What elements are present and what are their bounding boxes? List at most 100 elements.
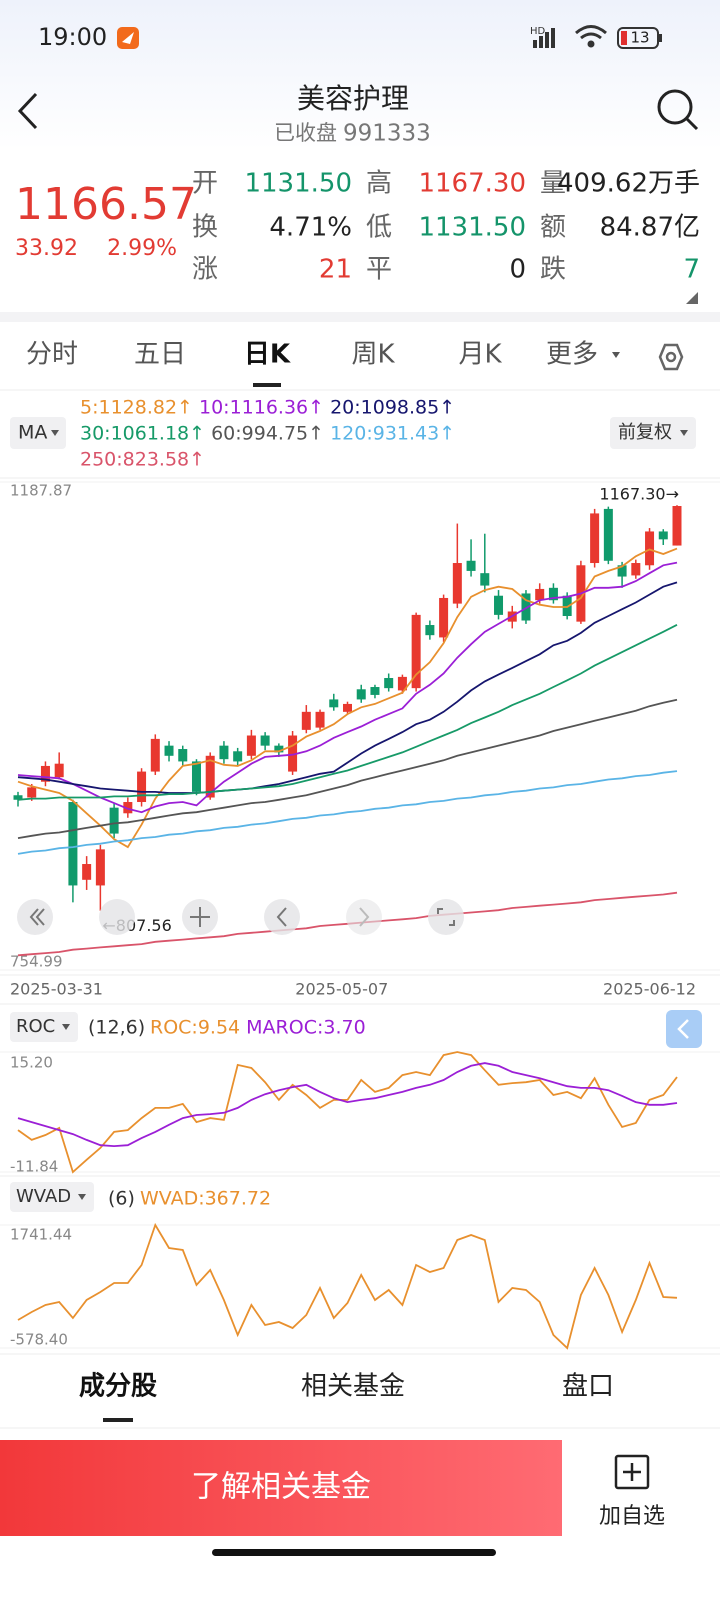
stat-label: 开 xyxy=(192,169,218,199)
indicator-params: (12,6) xyxy=(88,1017,145,1039)
add-watchlist-label: 加自选 xyxy=(599,1504,665,1529)
candle-body xyxy=(562,595,572,617)
period-tab[interactable]: 周K xyxy=(351,340,395,370)
candle-body xyxy=(425,625,435,636)
tab-underline xyxy=(103,1418,133,1422)
primary-button-label: 了解相关基金 xyxy=(191,1470,371,1505)
signal-icon xyxy=(533,28,555,48)
series-line xyxy=(17,547,678,849)
stat-label: 平 xyxy=(366,255,392,285)
stat-label: 涨 xyxy=(192,255,218,285)
candle-body xyxy=(645,531,655,566)
app-icon-glyph xyxy=(122,32,134,44)
next-button[interactable] xyxy=(346,899,382,935)
candle-body xyxy=(370,687,380,695)
candle-body xyxy=(123,802,133,814)
candle-body xyxy=(535,588,545,601)
stat-label: 跌 xyxy=(540,255,566,285)
series-line xyxy=(17,581,678,794)
stat-label: 额 xyxy=(540,213,566,243)
legend-entry: MAROC:3.70 xyxy=(246,1017,366,1039)
candle-body xyxy=(82,864,92,880)
zoom-out-button[interactable] xyxy=(17,899,53,935)
candle-body xyxy=(452,563,462,604)
candle-body xyxy=(343,703,352,712)
icon xyxy=(276,907,287,927)
candle-body xyxy=(233,751,243,762)
legend-entry: 250:823.58↑ xyxy=(80,449,205,471)
adjust-selector[interactable] xyxy=(610,417,696,449)
high-annotation: 1167.30→ xyxy=(599,485,679,504)
scroll-back-button[interactable] xyxy=(99,899,135,935)
primary-button[interactable] xyxy=(0,1440,562,1536)
dropdown-arrow xyxy=(680,430,688,436)
index-code: 991333 xyxy=(343,121,431,147)
candle-body xyxy=(301,711,311,730)
series-line xyxy=(17,623,678,801)
bottom-tab[interactable]: 盘口 xyxy=(562,1372,614,1402)
candle-body xyxy=(315,711,325,728)
stat-value: 1131.50 xyxy=(244,169,352,199)
x-tick-label: 2025-03-31 xyxy=(10,980,103,999)
dropdown-arrow xyxy=(51,430,59,436)
dropdown-arrow xyxy=(78,1194,86,1200)
search-button[interactable] xyxy=(657,89,699,131)
legend-entry: 20:1098.85↑ xyxy=(330,397,455,419)
candle-body xyxy=(109,807,119,834)
back-button[interactable] xyxy=(17,92,38,130)
candle-body xyxy=(150,738,160,772)
indicator-selector[interactable] xyxy=(10,1012,78,1042)
stat-value: 4.71% xyxy=(269,213,352,243)
stat-value: 21 xyxy=(319,255,352,285)
candle-body xyxy=(411,614,421,689)
candle-body xyxy=(205,755,215,798)
side-tab[interactable] xyxy=(666,1010,702,1048)
candle-body xyxy=(631,563,641,576)
bottom-tab[interactable]: 相关基金 xyxy=(301,1372,405,1402)
market-status: 已收盘 xyxy=(274,121,337,145)
candle-body xyxy=(356,689,366,700)
legend-entry: 30:1061.18↑ xyxy=(80,423,205,445)
legend-entry: 10:1116.36↑ xyxy=(199,397,324,419)
battery-icon xyxy=(617,27,659,49)
bottom-tabs: 成分股 相关基金 盘口 xyxy=(79,1372,614,1402)
page-title: 美容护理 xyxy=(297,82,409,115)
period-tab[interactable]: 月K xyxy=(458,340,502,370)
period-tab[interactable]: 更多 xyxy=(546,340,598,370)
legend-entry: ROC:9.54 xyxy=(150,1017,240,1039)
adjust-label: 前复权 xyxy=(618,422,672,443)
legend-entry: 120:931.43↑ xyxy=(330,423,455,445)
candle-body xyxy=(54,763,64,778)
series-line xyxy=(17,698,678,839)
indicator-selector[interactable] xyxy=(10,1182,94,1212)
y-tick-label: 754.99 xyxy=(10,953,63,971)
stat-value: 84.87亿 xyxy=(600,213,700,243)
series-line xyxy=(17,1051,678,1174)
candle-body xyxy=(494,595,504,615)
expand-icon[interactable] xyxy=(686,292,698,304)
candle-body xyxy=(219,745,229,760)
period-tab[interactable]: 日K xyxy=(244,340,291,370)
settings-button[interactable] xyxy=(658,343,684,371)
period-tab[interactable]: 五日 xyxy=(134,340,186,370)
add-watchlist-button[interactable] xyxy=(614,1454,650,1490)
series-line xyxy=(17,770,678,855)
prev-button[interactable] xyxy=(264,899,300,935)
period-tab[interactable]: 分时 xyxy=(26,340,78,370)
candle-body xyxy=(521,593,531,621)
indicator-selector[interactable] xyxy=(10,417,66,449)
series-line xyxy=(17,1062,678,1148)
charts: 754.99 1187.87 2025-03-31 2025-05-07 2025-06… xyxy=(0,397,720,1350)
candle-body xyxy=(246,735,256,756)
bottom-tab[interactable]: 成分股 xyxy=(79,1372,157,1402)
candle-body xyxy=(274,745,284,753)
stat-value: 0 xyxy=(509,255,526,285)
period-tabs: 分时 五日 日K 周K 月K 更多 xyxy=(26,340,620,387)
x-tick-label: 2025-06-12 xyxy=(603,980,696,999)
candle-body xyxy=(466,560,476,571)
y-tick-label: -11.84 xyxy=(10,1158,58,1176)
fullscreen-button[interactable] xyxy=(428,899,464,935)
top-background xyxy=(0,0,720,150)
icon xyxy=(677,1019,689,1039)
